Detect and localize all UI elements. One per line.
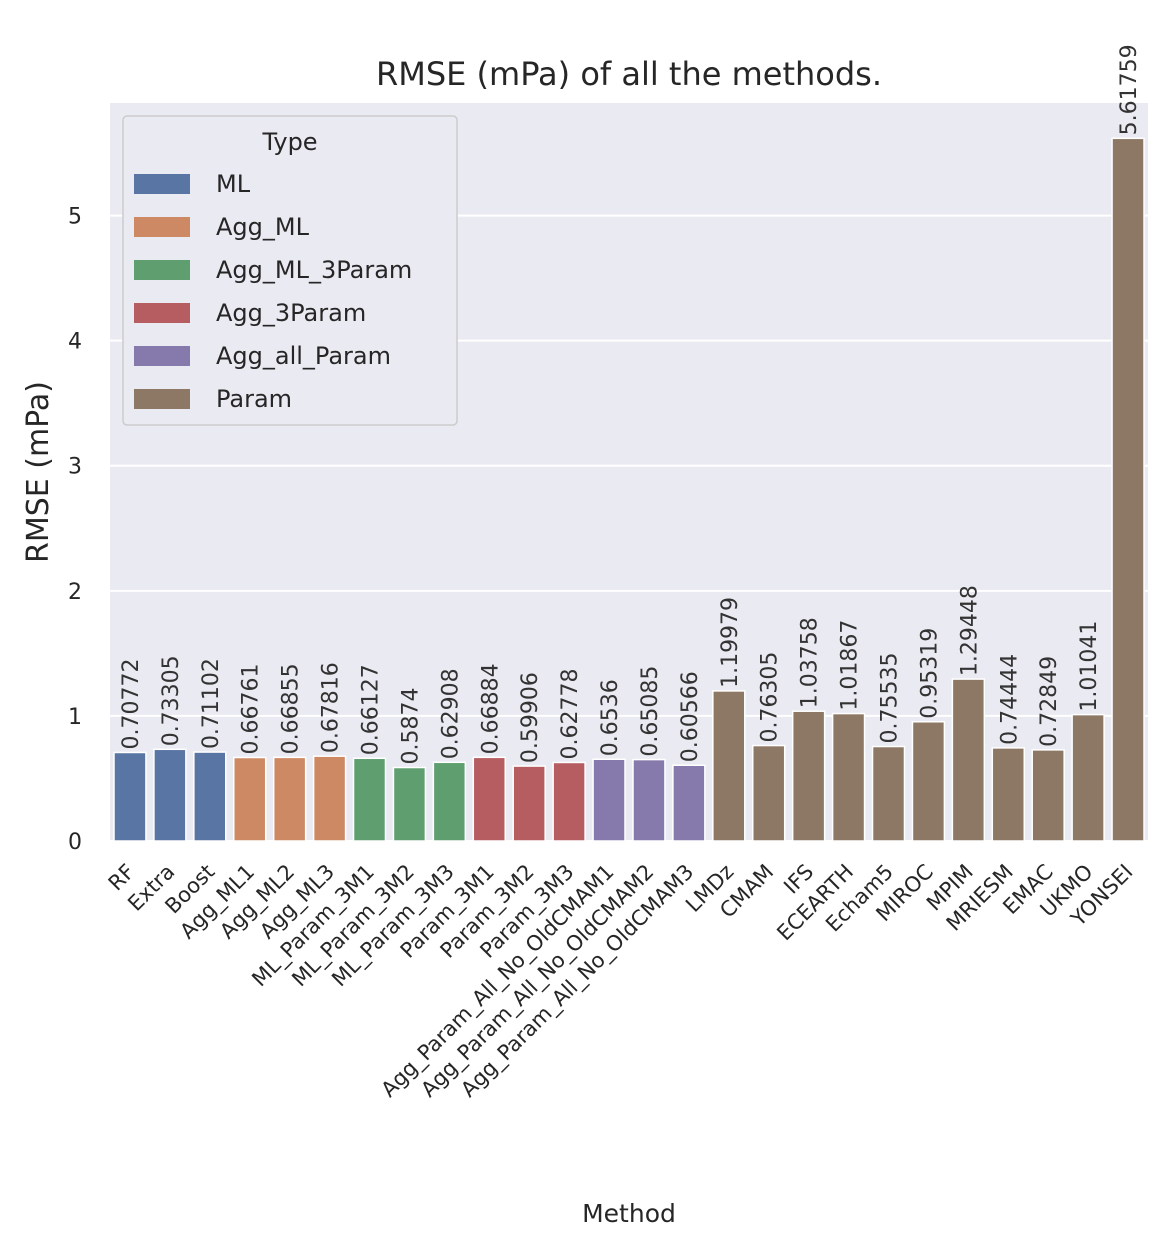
legend-title: Type <box>261 128 317 156</box>
bar-value-label: 1.29448 <box>957 585 982 676</box>
bar-value-label: 0.65085 <box>638 666 663 757</box>
bar <box>552 761 586 842</box>
bars <box>113 137 1145 842</box>
y-tick-label: 3 <box>68 455 82 480</box>
legend-entry-label: ML <box>216 170 251 198</box>
bar <box>472 756 506 842</box>
bar <box>752 744 786 842</box>
bar <box>153 748 187 842</box>
bar <box>991 747 1025 842</box>
bar-value-label: 0.66884 <box>478 663 503 754</box>
bar-value-label: 0.59906 <box>518 672 543 763</box>
bar-value-label: 0.66127 <box>359 664 384 755</box>
bar <box>791 710 826 842</box>
bar <box>911 721 946 842</box>
x-axis-label: Method <box>582 1199 676 1228</box>
value-labels: 0.70772 0.73305 0.71102 0.66761 0.66855 0.678… <box>119 44 1142 764</box>
bar-value-label: 0.95319 <box>917 628 942 719</box>
bar-value-label: 0.76305 <box>758 652 783 743</box>
x-tick-labels: RFExtraBoostAgg_ML1Agg_ML2Agg_ML3ML_Para… <box>104 860 1138 1103</box>
y-axis-label: RMSE (mPa) <box>21 381 56 563</box>
bar-value-label: 0.66761 <box>239 664 264 755</box>
legend-swatch <box>134 389 190 409</box>
bar <box>592 758 626 842</box>
bar <box>871 745 906 842</box>
bar-value-label: 0.5874 <box>398 688 423 765</box>
bar-value-label: 0.62908 <box>438 668 463 759</box>
legend-swatch <box>134 174 190 194</box>
bar <box>193 751 227 842</box>
bar-value-label: 0.71102 <box>199 658 224 749</box>
legend: Type ML Agg_ML Agg_ML_3Param Agg_3Param Agg_… <box>122 115 458 426</box>
legend-items: ML Agg_ML Agg_ML_3Param Agg_3Param Agg_all_P… <box>134 170 412 413</box>
bar-value-label: 0.60566 <box>678 671 703 762</box>
bar-value-label: 0.70772 <box>119 658 144 749</box>
bar <box>1031 749 1065 842</box>
bar <box>1111 137 1145 842</box>
bar <box>233 756 267 842</box>
bar-value-label: 0.67816 <box>319 662 344 753</box>
y-tick-label: 5 <box>68 205 82 230</box>
bar-value-label: 0.74444 <box>997 654 1022 745</box>
bar <box>312 755 347 842</box>
bar <box>951 678 986 842</box>
bar <box>712 690 746 842</box>
legend-swatch <box>134 260 190 280</box>
bar-value-label: 0.66855 <box>279 663 304 754</box>
y-tick-label: 4 <box>68 330 82 355</box>
bar-value-label: 0.75535 <box>878 653 903 744</box>
bar-value-label: 1.01867 <box>838 620 863 711</box>
bar <box>1071 713 1105 842</box>
y-tick-label: 2 <box>68 580 82 605</box>
bar <box>672 764 706 842</box>
y-tick-label: 0 <box>68 830 82 855</box>
bar-value-label: 0.6536 <box>598 679 623 756</box>
legend-swatch <box>134 346 190 366</box>
legend-swatch <box>134 217 190 237</box>
bar-value-label: 1.03758 <box>798 617 823 708</box>
legend-entry-label: Agg_ML <box>216 213 310 241</box>
legend-entry-label: Param <box>216 385 292 413</box>
bar <box>272 756 307 842</box>
bar-value-label: 5.61759 <box>1117 44 1142 135</box>
bar <box>632 758 666 842</box>
y-tick-labels: 0 1 2 3 4 5 <box>68 205 82 855</box>
bar <box>432 761 467 842</box>
bar <box>352 757 387 842</box>
legend-entry-label: Agg_all_Param <box>216 342 391 370</box>
chart-title: RMSE (mPa) of all the methods. <box>376 55 882 93</box>
legend-entry-label: Agg_3Param <box>216 299 366 327</box>
bar <box>512 765 546 842</box>
bar-value-label: 0.72849 <box>1037 656 1062 747</box>
bar-value-label: 1.19979 <box>718 597 743 688</box>
legend-entry-label: Agg_ML_3Param <box>216 256 412 284</box>
bar-value-label: 0.73305 <box>159 655 184 746</box>
bar <box>392 766 427 842</box>
y-tick-label: 1 <box>68 705 82 730</box>
bar-value-label: 1.01041 <box>1077 621 1102 712</box>
legend-swatch <box>134 303 190 323</box>
legend-box <box>122 115 458 426</box>
bar <box>831 712 866 842</box>
bar <box>113 751 147 842</box>
bar-value-label: 0.62778 <box>558 668 583 759</box>
